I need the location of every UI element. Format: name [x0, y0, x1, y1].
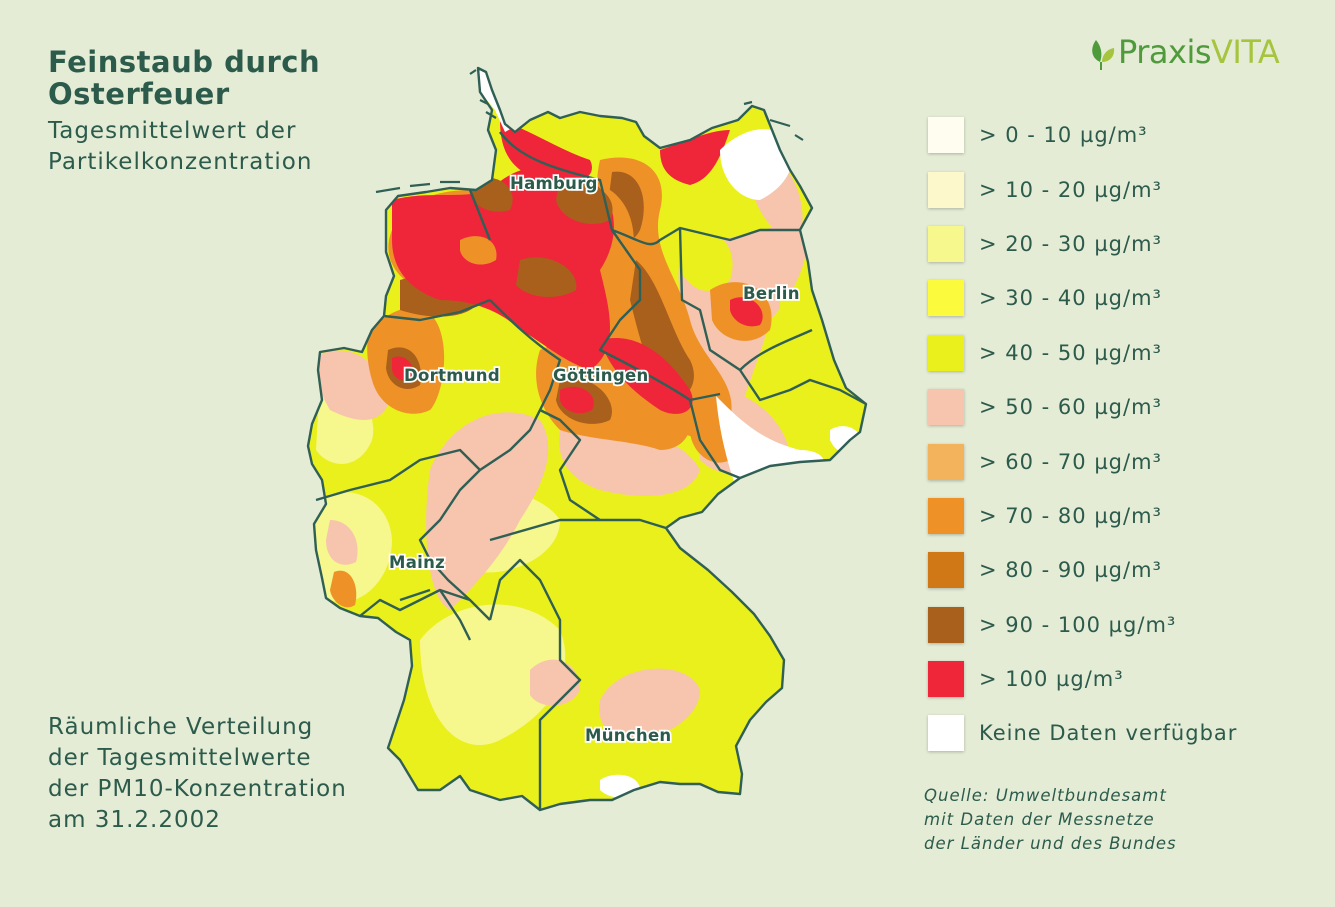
legend-label: > 10 - 20 µg/m³: [979, 177, 1162, 202]
legend-swatch: [928, 606, 964, 643]
logo-text: PraxisVITA: [1118, 33, 1280, 71]
legend-label: > 70 - 80 µg/m³: [979, 503, 1162, 528]
legend-swatch: [928, 443, 964, 480]
legend-item: > 60 - 70 µg/m³: [928, 434, 1237, 488]
page-title: Feinstaub durch Osterfeuer: [48, 46, 320, 110]
leaf-icon: [1092, 40, 1115, 70]
city-label-mainz: Mainz: [389, 553, 445, 572]
legend: > 0 - 10 µg/m³ > 10 - 20 µg/m³ > 20 - 30…: [928, 108, 1237, 761]
description-line: der PM10-Konzentration: [48, 776, 347, 802]
legend-swatch: [928, 334, 964, 371]
map-description: Räumliche Verteilung der Tagesmittelwert…: [48, 712, 347, 836]
legend-swatch: [928, 389, 964, 426]
legend-swatch: [928, 661, 964, 698]
legend-swatch: [928, 171, 964, 208]
legend-swatch: [928, 715, 964, 752]
legend-item: > 30 - 40 µg/m³: [928, 271, 1237, 325]
legend-item: > 10 - 20 µg/m³: [928, 162, 1237, 216]
city-labels: Hamburg Berlin Dortmund Göttingen Mainz …: [387, 172, 801, 747]
legend-swatch: [928, 497, 964, 534]
legend-item: > 100 µg/m³: [928, 652, 1237, 706]
description-line: der Tagesmittelwerte: [48, 745, 312, 771]
source-line: der Länder und des Bundes: [924, 834, 1177, 853]
legend-label: > 0 - 10 µg/m³: [979, 123, 1148, 148]
legend-swatch: [928, 225, 964, 262]
legend-item: > 20 - 30 µg/m³: [928, 217, 1237, 271]
legend-swatch: [928, 117, 964, 154]
logo-name-part1: Praxis: [1118, 33, 1212, 71]
city-label-dortmund: Dortmund: [404, 366, 500, 385]
subtitle-line-2: Partikelkonzentration: [48, 149, 313, 175]
subtitle-line-1: Tagesmittelwert der: [48, 118, 297, 144]
legend-item: > 70 - 80 µg/m³: [928, 489, 1237, 543]
description-line: Räumliche Verteilung: [48, 714, 314, 740]
coastal-islands: [375, 69, 804, 194]
title-line-2: Osterfeuer: [48, 77, 230, 111]
legend-item: > 50 - 60 µg/m³: [928, 380, 1237, 434]
legend-label: > 50 - 60 µg/m³: [979, 395, 1162, 420]
source-note: Quelle: Umweltbundesamt mit Daten der Me…: [924, 784, 1177, 856]
legend-label: > 90 - 100 µg/m³: [979, 612, 1177, 637]
city-label-muenchen: München: [585, 726, 671, 745]
legend-item: > 40 - 50 µg/m³: [928, 326, 1237, 380]
legend-label: > 30 - 40 µg/m³: [979, 286, 1162, 311]
city-label-hamburg: Hamburg: [510, 174, 598, 193]
legend-item: Keine Daten verfügbar: [928, 706, 1237, 760]
legend-label: > 100 µg/m³: [979, 667, 1124, 692]
title-line-1: Feinstaub durch: [48, 45, 321, 79]
logo-name-part2: VITA: [1211, 33, 1280, 71]
legend-label: > 60 - 70 µg/m³: [979, 449, 1162, 474]
legend-item: > 0 - 10 µg/m³: [928, 108, 1237, 162]
city-label-goettingen: Göttingen: [553, 366, 649, 385]
subtitle: Tagesmittelwert der Partikelkonzentratio…: [48, 116, 312, 178]
praxisvita-logo: PraxisVITA: [1088, 32, 1280, 72]
legend-item: > 90 - 100 µg/m³: [928, 598, 1237, 652]
legend-swatch: [928, 280, 964, 317]
legend-label: > 20 - 30 µg/m³: [979, 231, 1162, 256]
description-line: am 31.2.2002: [48, 807, 221, 833]
source-line: Quelle: Umweltbundesamt: [924, 786, 1167, 805]
city-label-berlin: Berlin: [743, 284, 800, 303]
source-line: mit Daten der Messnetze: [924, 810, 1155, 829]
legend-item: > 80 - 90 µg/m³: [928, 543, 1237, 597]
legend-label: > 40 - 50 µg/m³: [979, 340, 1162, 365]
state-borders: [306, 66, 868, 812]
legend-label: Keine Daten verfügbar: [979, 721, 1238, 746]
legend-swatch: [928, 552, 964, 589]
legend-label: > 80 - 90 µg/m³: [979, 558, 1162, 583]
